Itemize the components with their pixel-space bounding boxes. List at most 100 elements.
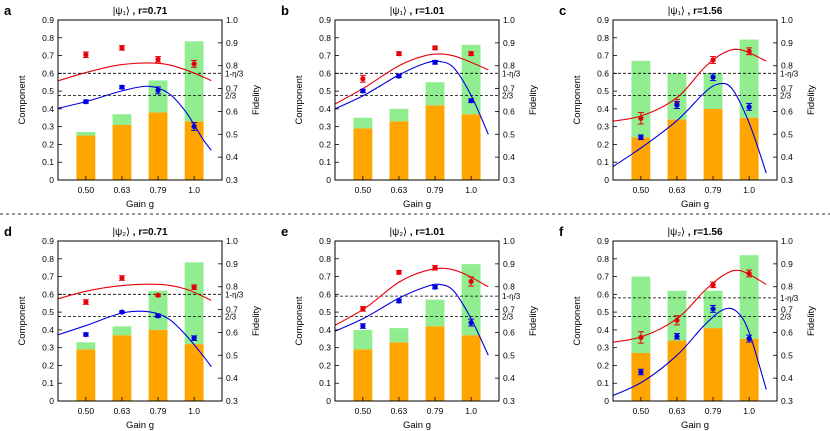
left-tick-label: 0.3 xyxy=(597,122,609,132)
right-tick-label: 0.9 xyxy=(781,38,793,48)
bar-orange-0.79 xyxy=(148,329,168,401)
x-tick-label: 0.50 xyxy=(633,406,650,416)
x-axis-label: Gain g xyxy=(681,420,709,431)
blue-point-0.79 xyxy=(432,59,438,65)
red-point-0.50 xyxy=(83,299,89,305)
left-tick-label: 0.8 xyxy=(597,254,609,264)
left-tick-label: 0 xyxy=(326,175,331,185)
red-point-0.63 xyxy=(119,45,125,51)
title-ket: |ψ₁⟩ xyxy=(390,6,407,17)
bar-orange-1.0 xyxy=(739,117,759,180)
red-point-0.79 xyxy=(432,265,438,271)
left-tick-label: 0.7 xyxy=(42,51,54,61)
title-ket: |ψ₁⟩ xyxy=(113,6,130,17)
chart-panel-d: d |ψ₂⟩ , r=0.71 1-η/3 2/3 0 0.1 0.2 0.3 0.4 0.5 0.… xyxy=(4,224,262,431)
red-point-0.63 xyxy=(396,269,402,275)
bar-green-1.0 xyxy=(184,262,204,345)
left-tick-label: 0.2 xyxy=(597,139,609,149)
y-axis-label: Component xyxy=(572,296,583,345)
red-point-0.63 xyxy=(396,51,402,57)
bar-green-0.63 xyxy=(389,108,409,122)
bar-orange-0.50 xyxy=(631,137,651,180)
bar-orange-1.0 xyxy=(184,344,204,401)
red-point-1.0 xyxy=(746,270,752,277)
left-tick-label: 0.5 xyxy=(319,307,331,317)
left-tick-label: 0.4 xyxy=(597,325,609,335)
red-point-0.50 xyxy=(638,334,644,341)
title-ket: |ψ₁⟩ xyxy=(668,6,685,17)
bar-orange-0.79 xyxy=(703,108,723,180)
left-tick-label: 0.3 xyxy=(319,343,331,353)
bar-green-0.50 xyxy=(631,60,651,138)
blue-point-0.50 xyxy=(360,323,366,329)
left-tick-label: 0.2 xyxy=(319,139,331,149)
right-tick-label: 0.5 xyxy=(226,129,238,139)
x-axis-label: Gain g xyxy=(126,199,154,210)
red-point-0.79 xyxy=(710,282,716,288)
bar-green-1.0 xyxy=(739,39,759,118)
plot-frame xyxy=(612,19,778,181)
left-tick-label: 0 xyxy=(604,175,609,185)
plot-frame xyxy=(57,240,223,402)
left-tick-label: 0.4 xyxy=(597,104,609,114)
x-tick-label: 1.0 xyxy=(188,185,200,195)
right-tick-label: 0.3 xyxy=(226,175,238,185)
x-axis-label: Gain g xyxy=(403,420,431,431)
reference-label-1: 2/3 xyxy=(225,312,237,321)
x-tick-label: 0.63 xyxy=(114,185,131,195)
panel-letter: f xyxy=(559,224,564,239)
bar-green-0.63 xyxy=(112,326,132,336)
red-point-0.63 xyxy=(119,275,125,281)
bar-green-0.50 xyxy=(353,329,373,350)
bar-orange-0.79 xyxy=(148,112,168,180)
panel-title: |ψ₁⟩ , r=1.56 xyxy=(668,6,723,17)
right-tick-label: 0.6 xyxy=(226,106,238,116)
x-tick-label: 0.63 xyxy=(391,185,408,195)
right-tick-label: 0.6 xyxy=(503,327,515,337)
chart-panel-f: f |ψ₂⟩ , r=1.56 1-η/3 2/3 0 0.1 0.2 0.3 0.4 0.5 0.… xyxy=(559,224,817,431)
panel-letter: d xyxy=(4,224,12,239)
bar-orange-0.63 xyxy=(389,121,409,180)
red-point-1.0 xyxy=(468,278,474,285)
title-ket: |ψ₂⟩ xyxy=(667,227,685,238)
reference-label-1: 2/3 xyxy=(780,91,792,100)
left-tick-label: 0.6 xyxy=(597,68,609,78)
panel-letter: e xyxy=(281,224,288,239)
right-tick-label: 0.9 xyxy=(226,38,238,48)
left-tick-label: 0.1 xyxy=(42,157,54,167)
right-tick-label: 0.5 xyxy=(781,350,793,360)
left-tick-label: 0.8 xyxy=(319,254,331,264)
bar-green-0.79 xyxy=(425,82,445,106)
x-tick-label: 0.50 xyxy=(355,185,372,195)
blue-point-1.0 xyxy=(191,335,197,341)
blue-point-0.79 xyxy=(710,74,716,80)
y2-axis-label: Fidelity xyxy=(806,306,817,336)
bar-green-0.79 xyxy=(425,299,445,327)
y-axis-label: Component xyxy=(294,296,305,345)
left-tick-label: 0.5 xyxy=(42,86,54,96)
x-axis-label: Gain g xyxy=(403,199,431,210)
blue-point-0.79 xyxy=(432,284,438,290)
bar-green-0.63 xyxy=(389,328,409,343)
blue-point-1.0 xyxy=(746,336,752,342)
panel-letter: c xyxy=(559,3,566,18)
bar-green-0.79 xyxy=(703,73,723,109)
chart-panel-b: b |ψ₁⟩ , r=1.01 1-η/3 2/3 0 0.1 0.2 0.3 0.4 0.5 0.… xyxy=(281,3,539,210)
blue-point-0.50 xyxy=(83,99,89,105)
left-tick-label: 0.9 xyxy=(597,236,609,246)
red-point-1.0 xyxy=(746,48,752,54)
x-tick-label: 0.50 xyxy=(355,406,372,416)
left-tick-label: 0.5 xyxy=(42,307,54,317)
right-tick-label: 1.0 xyxy=(503,236,515,246)
curve-blue xyxy=(613,307,767,397)
right-tick-label: 0.6 xyxy=(781,106,793,116)
left-tick-label: 0.6 xyxy=(319,68,331,78)
curve-blue xyxy=(613,82,767,174)
bar-orange-0.63 xyxy=(389,342,409,401)
left-tick-label: 0 xyxy=(49,175,54,185)
bar-green-1.0 xyxy=(184,41,204,122)
left-tick-label: 0.1 xyxy=(597,378,609,388)
left-tick-label: 0.8 xyxy=(319,33,331,43)
blue-point-0.63 xyxy=(396,73,402,79)
blue-point-1.0 xyxy=(191,123,197,130)
